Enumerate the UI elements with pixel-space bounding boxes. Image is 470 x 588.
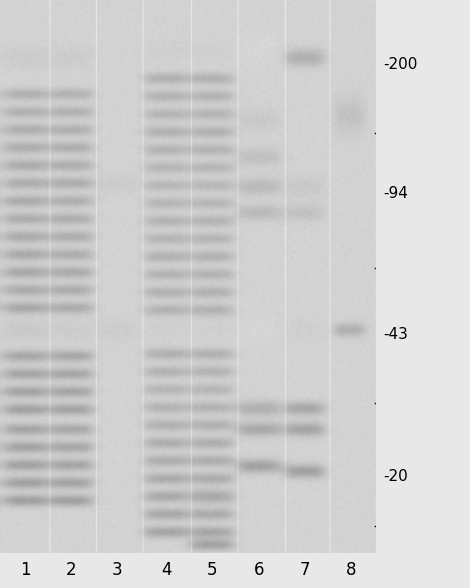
Text: 7: 7 bbox=[299, 562, 310, 579]
Text: 4: 4 bbox=[161, 562, 172, 579]
Text: 8: 8 bbox=[346, 562, 357, 579]
Text: -20: -20 bbox=[383, 469, 408, 484]
Text: -200: -200 bbox=[383, 58, 417, 72]
Text: 5: 5 bbox=[206, 562, 217, 579]
Text: 3: 3 bbox=[111, 562, 122, 579]
Text: 6: 6 bbox=[254, 562, 265, 579]
Text: 1: 1 bbox=[20, 562, 31, 579]
Text: -94: -94 bbox=[383, 186, 408, 201]
Text: 2: 2 bbox=[66, 562, 77, 579]
Text: -43: -43 bbox=[383, 328, 408, 342]
